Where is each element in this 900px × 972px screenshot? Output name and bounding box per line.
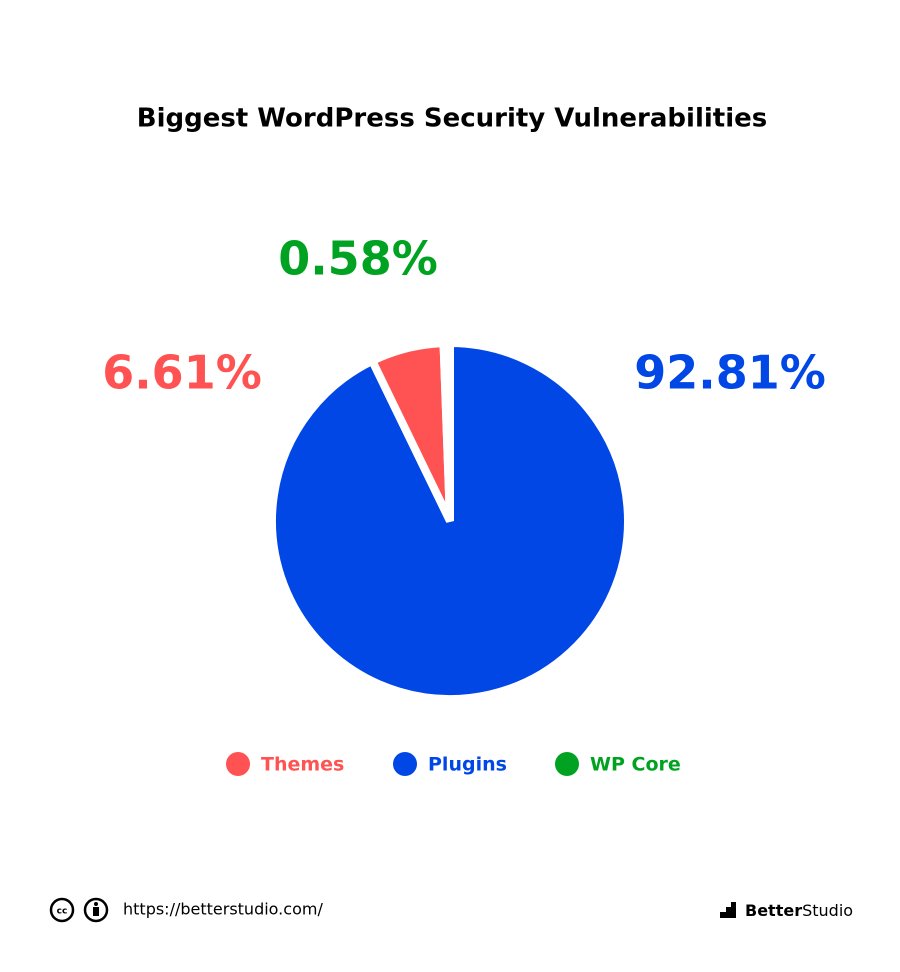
chart-title: Biggest WordPress Security Vulnerabiliti… — [137, 104, 767, 134]
legend: Themes Plugins WP Core — [226, 752, 681, 776]
brand-rest: Studio — [802, 901, 853, 920]
cc-icon-text: cc — [57, 907, 68, 917]
brand-bold: Better — [745, 901, 802, 920]
legend-swatch — [226, 752, 250, 776]
pie — [268, 338, 632, 703]
legend-swatch — [393, 752, 417, 776]
legend-label: Themes — [261, 754, 344, 776]
legend-label: WP Core — [590, 754, 681, 776]
by-icon-body — [93, 907, 99, 916]
brand-logo — [720, 902, 736, 918]
legend-label: Plugins — [428, 754, 507, 776]
value-label: 6.61% — [102, 346, 262, 400]
footer-url: https://betterstudio.com/ — [123, 900, 323, 919]
value-label: 0.58% — [278, 232, 438, 286]
by-icon-head — [94, 902, 98, 906]
brand: BetterStudio — [745, 901, 853, 920]
by-icon — [83, 897, 109, 923]
footer: cc https://betterstudio.com/ BetterStudi… — [49, 897, 853, 923]
value-labels: 6.61% 92.81% 0.58% — [102, 232, 826, 400]
pie-slice — [439, 338, 454, 522]
cc-icon — [49, 897, 75, 923]
legend-swatch — [555, 752, 579, 776]
value-label: 92.81% — [634, 346, 826, 400]
